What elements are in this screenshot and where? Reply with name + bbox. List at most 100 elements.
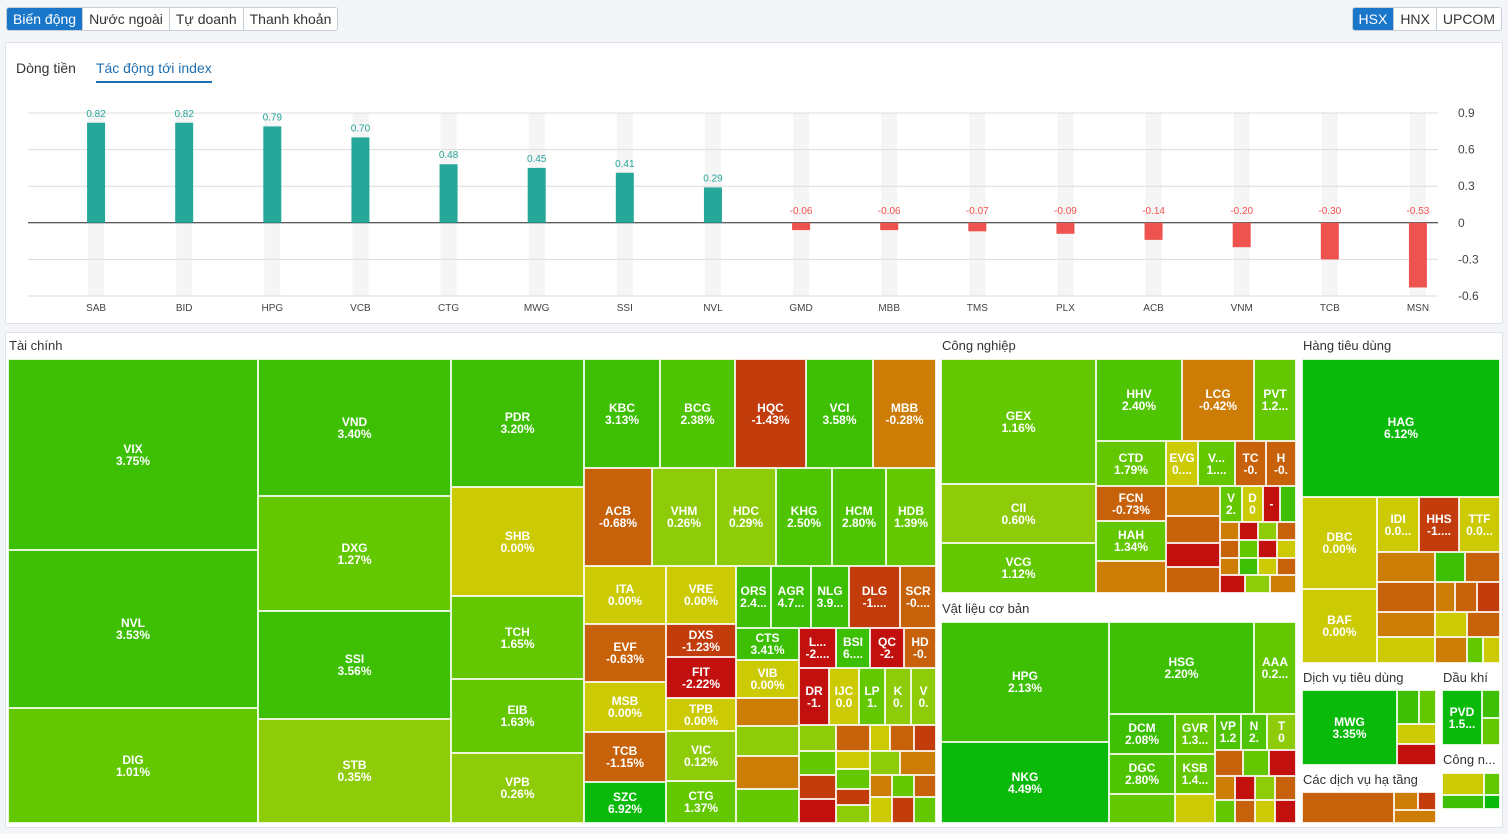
stock-cell[interactable]: MWG 3.35% [1302,690,1397,765]
stock-cell[interactable] [1442,795,1484,809]
stock-cell[interactable] [1455,582,1477,612]
stock-cell[interactable] [892,797,914,823]
stock-cell[interactable] [1280,486,1296,522]
stock-cell[interactable] [1220,558,1239,575]
stock-cell[interactable] [1239,522,1258,540]
stock-cell[interactable]: VIB 0.00% [736,660,799,698]
stock-cell[interactable]: HDB 1.39% [886,468,936,566]
stock-cell[interactable]: ACB -0.68% [584,468,652,566]
stock-cell[interactable]: DXS -1.23% [666,624,736,657]
stock-cell[interactable] [1394,792,1418,810]
stock-cell[interactable] [1377,637,1435,663]
stock-cell[interactable]: STB 0.35% [258,719,451,823]
stock-cell[interactable]: AAA 0.2... [1254,622,1296,714]
stock-cell[interactable]: HQC -1.43% [735,359,806,468]
stock-cell[interactable] [1302,792,1394,823]
tab-hnx[interactable]: HNX [1393,8,1436,30]
stock-cell[interactable]: ITA 0.00% [584,566,666,624]
stock-cell[interactable]: EVG 0.... [1166,441,1198,486]
stock-cell[interactable] [836,769,870,789]
stock-cell[interactable] [1483,637,1500,663]
stock-cell[interactable] [836,805,870,823]
stock-cell[interactable]: AGR 4.7... [771,566,811,628]
stock-cell[interactable] [1166,567,1220,593]
stock-cell[interactable] [1239,558,1258,575]
stock-cell[interactable]: DXG 1.27% [258,496,451,611]
stock-cell[interactable] [1477,582,1500,612]
stock-cell[interactable] [736,789,799,823]
stock-cell[interactable] [1397,724,1436,744]
stock-cell[interactable] [1418,792,1436,810]
stock-cell[interactable] [836,789,870,805]
stock-cell[interactable] [1175,794,1215,823]
stock-cell[interactable]: GVR 1.3... [1175,714,1215,754]
stock-cell[interactable] [1255,776,1275,800]
stock-cell[interactable]: MSB 0.00% [584,682,666,732]
stock-cell[interactable]: V... 1.... [1198,441,1235,486]
stock-cell[interactable]: VRE 0.00% [666,566,736,624]
stock-cell[interactable]: L... -2.... [799,628,836,668]
stock-cell[interactable]: CTS 3.41% [736,628,799,660]
stock-cell[interactable] [1275,776,1296,800]
stock-cell[interactable]: LP 1. [859,668,885,725]
stock-cell[interactable]: DLG -1.... [849,566,900,628]
stock-cell[interactable]: DCM 2.08% [1109,714,1175,754]
stock-cell[interactable] [1484,795,1500,809]
stock-cell[interactable]: HD -0. [904,628,936,668]
stock-cell[interactable]: V 0. [911,668,936,725]
stock-cell[interactable]: VIX 3.75% [8,359,258,550]
stock-cell[interactable]: PDR 3.20% [451,359,584,487]
stock-cell[interactable]: HPG 2.13% [941,622,1109,742]
stock-cell[interactable]: SZC 6.92% [584,782,666,823]
stock-cell[interactable]: SHB 0.00% [451,487,584,596]
stock-cell[interactable] [1239,540,1258,558]
stock-cell[interactable] [1277,558,1296,575]
stock-cell[interactable]: HHS -1.... [1419,497,1459,552]
tab-nuoc-ngoai[interactable]: Nước ngoài [82,8,169,30]
stock-cell[interactable] [1220,540,1239,558]
stock-cell[interactable] [1467,637,1483,663]
stock-cell[interactable]: BSI 6.... [836,628,870,668]
stock-cell[interactable] [736,726,799,756]
stock-cell[interactable]: TCB -1.15% [584,732,666,782]
stock-cell[interactable]: LCG -0.42% [1182,359,1254,441]
stock-cell[interactable] [1215,800,1235,823]
stock-cell[interactable] [1484,773,1500,795]
stock-cell[interactable]: N 2. [1241,714,1267,750]
stock-cell[interactable] [1435,582,1455,612]
stock-cell[interactable] [1442,773,1484,795]
stock-cell[interactable]: VND 3.40% [258,359,451,496]
stock-cell[interactable] [1215,776,1235,800]
stock-cell[interactable] [799,751,836,775]
stock-cell[interactable] [870,775,892,797]
stock-cell[interactable] [1435,552,1465,582]
stock-cell[interactable]: PVD 1.5... [1442,690,1482,745]
stock-cell[interactable] [1435,612,1467,637]
stock-cell[interactable] [1467,612,1500,637]
stock-cell[interactable]: GEX 1.16% [941,359,1096,484]
stock-cell[interactable] [1277,540,1296,558]
stock-cell[interactable]: SSI 3.56% [258,611,451,719]
stock-cell[interactable]: CTD 1.79% [1096,441,1166,486]
stock-cell[interactable]: KBC 3.13% [584,359,660,468]
tab-hsx[interactable]: HSX [1352,8,1394,30]
stock-cell[interactable]: CII 0.60% [941,484,1096,543]
stock-cell[interactable] [914,775,936,797]
stock-cell[interactable]: VPB 0.26% [451,753,584,823]
stock-cell[interactable]: VCI 3.58% [806,359,873,468]
stock-cell[interactable]: KSB 1.4... [1175,754,1215,794]
stock-cell[interactable] [1397,744,1436,765]
stock-cell[interactable]: QC -2. [870,628,904,668]
stock-cell[interactable] [799,775,836,799]
stock-cell[interactable]: VIC 0.12% [666,731,736,781]
stock-cell[interactable]: IJC 0.0 [829,668,859,725]
stock-cell[interactable] [1465,552,1500,582]
stock-cell[interactable] [1220,575,1245,593]
stock-cell[interactable] [1377,612,1435,637]
stock-cell[interactable]: PVT 1.2... [1254,359,1296,441]
stock-cell[interactable]: DR -1. [799,668,829,725]
stock-cell[interactable]: TPB 0.00% [666,698,736,731]
stock-cell[interactable] [914,725,936,751]
